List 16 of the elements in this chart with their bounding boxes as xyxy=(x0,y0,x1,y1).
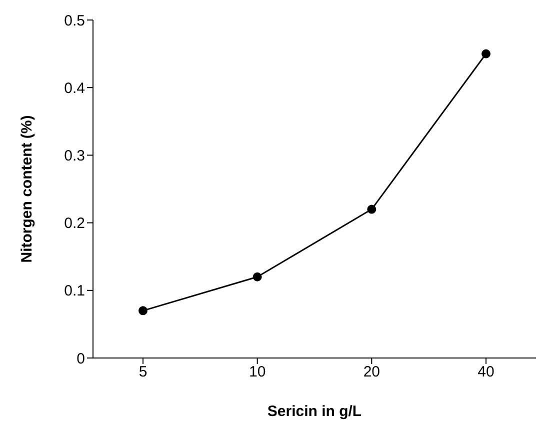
point xyxy=(482,49,490,58)
y-tick-label: 0.4 xyxy=(64,80,85,97)
point xyxy=(367,204,376,214)
y-tick-label: 0.3 xyxy=(64,148,85,165)
x-tick-label: 20 xyxy=(363,364,380,381)
y-axis-title: Nitorgen content (%) xyxy=(18,115,36,263)
point xyxy=(252,272,262,282)
point xyxy=(138,306,148,316)
y-tick-label: 0.2 xyxy=(64,215,85,232)
x-tick-label: 40 xyxy=(478,364,494,381)
x-tick-label: 10 xyxy=(248,364,266,381)
y-tick-label: 0.1 xyxy=(64,282,85,300)
y-tick-label: 0 xyxy=(76,350,85,368)
y-tick-label: 0.5 xyxy=(64,12,85,30)
x-tick-label: 5 xyxy=(138,364,148,381)
x-axis-title: Sericin in g/L xyxy=(267,403,362,420)
